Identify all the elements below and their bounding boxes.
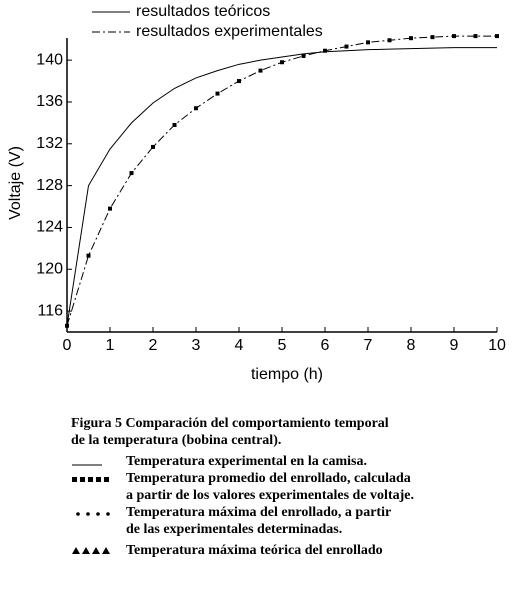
x-tick-label: 0 [63, 337, 72, 354]
series-marker [473, 34, 478, 39]
x-tick-label: 2 [149, 337, 158, 354]
series-marker [366, 40, 370, 45]
series-marker [409, 36, 413, 41]
series-marker [172, 122, 177, 127]
y-tick-label: 136 [36, 93, 63, 110]
x-tick-label: 7 [364, 337, 373, 354]
legend-label: resultados experimentales [136, 23, 323, 40]
x-tick-label: 6 [321, 337, 330, 354]
caption-entry: Temperatura promedio del enrollado, calc… [126, 471, 411, 486]
caption-symbol [76, 512, 110, 516]
x-tick-label: 10 [488, 337, 506, 354]
x-tick-label: 1 [106, 337, 115, 354]
series-marker [495, 34, 499, 39]
caption-symbol [72, 547, 110, 554]
y-tick-label: 124 [36, 219, 63, 236]
series-line [66, 35, 497, 326]
caption-entry: a partir de los valores experimentales d… [126, 488, 414, 503]
caption-entry: de las experimentales determinadas. [126, 522, 342, 537]
y-tick-label: 116 [37, 302, 63, 319]
series-marker [452, 34, 456, 39]
series-marker [323, 48, 327, 53]
caption-entry: Temperatura máxima del enrollado, a part… [126, 505, 391, 520]
x-tick-label: 9 [450, 337, 459, 354]
series-marker [129, 171, 134, 176]
series-marker [280, 60, 284, 65]
series-marker [194, 106, 198, 111]
caption-title: de la temperatura (bobina central). [71, 433, 281, 448]
x-tick-label: 8 [407, 337, 416, 354]
series-marker [301, 53, 306, 58]
series-marker [86, 253, 91, 258]
y-tick-label: 120 [36, 260, 63, 277]
y-axis-label: Voltaje (V) [7, 146, 24, 220]
x-tick-label: 4 [235, 337, 244, 354]
series-marker [215, 91, 220, 96]
y-tick-label: 128 [36, 177, 63, 194]
y-tick-label: 140 [36, 51, 63, 68]
series-marker [65, 323, 69, 328]
series-line [66, 47, 497, 326]
caption-entry: Temperatura máxima teórica del enrollado [126, 543, 383, 558]
legend-label: resultados teóricos [136, 3, 270, 20]
series-marker [258, 68, 263, 73]
series-marker [387, 38, 392, 43]
caption-entry: Temperatura experimental en la camisa. [126, 454, 367, 469]
series-marker [430, 35, 435, 40]
caption-title: Figura 5 Comparación del comportamiento … [71, 416, 389, 431]
x-tick-label: 3 [192, 337, 201, 354]
series-marker [237, 79, 241, 84]
x-axis-label: tiempo (h) [251, 366, 323, 383]
caption-symbol [72, 477, 109, 482]
x-tick-label: 5 [278, 337, 287, 354]
y-tick-label: 132 [36, 135, 63, 152]
series-marker [344, 44, 349, 49]
series-marker [151, 144, 155, 149]
series-marker [108, 206, 112, 211]
